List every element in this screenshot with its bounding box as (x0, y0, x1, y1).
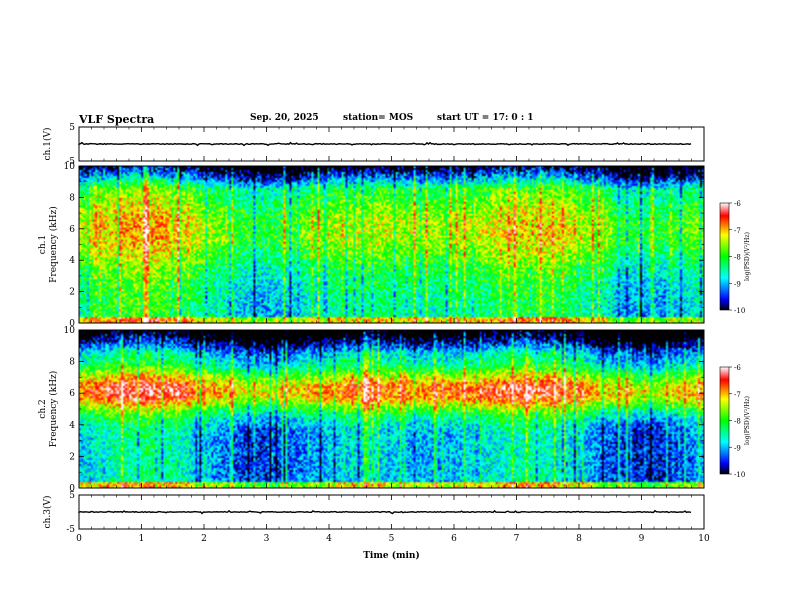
start-ut-label: start UT = 17: 0 : 1 (437, 113, 534, 123)
x-axis-label: Time (min) (363, 550, 420, 561)
ch1-spectrogram-y-tick-label-0: 0 (69, 319, 75, 329)
station-label: station= MOS (343, 113, 414, 123)
ch1-spectrogram-y-label-0: ch.1 (38, 235, 48, 254)
ch2-spectrogram-y-label-1: Frequency (kHz) (48, 371, 59, 448)
ch2-spectrogram-y-tick-label-2: 2 (69, 452, 75, 462)
figure-title: VLF Spectra (79, 113, 155, 126)
ch2-spectrogram-colorbar-label--7: -7 (734, 391, 741, 399)
ch1-spectrogram-colorbar-label--9: -9 (734, 280, 741, 288)
ch2-spectrogram-colorbar-label--10: -10 (734, 471, 745, 479)
ch1-spectrogram-image (79, 166, 704, 323)
ch1-spectrogram-y-label-1: Frequency (kHz) (48, 206, 59, 283)
ch1-waveform-y-label-0: ch.1(V) (42, 128, 53, 161)
ch1-spectrogram-y-tick-label-2: 2 (69, 288, 75, 298)
ch2-spectrogram-image (79, 330, 704, 488)
x-tick-label-1: 1 (139, 534, 145, 544)
ch1-spectrogram-colorbar-label--10: -10 (734, 307, 745, 315)
x-tick-label-8: 8 (576, 534, 582, 544)
ch1-waveform-trace (78, 141, 692, 147)
x-tick-label-2: 2 (201, 534, 207, 544)
ch3-waveform-y-tick-label--5: -5 (66, 525, 75, 535)
date-label: Sep. 20, 2025 (250, 113, 319, 123)
ch2-spectrogram-colorbar-label--9: -9 (734, 444, 741, 452)
ch2-spectrogram-colorbar-label--6: -6 (734, 364, 741, 372)
ch1-waveform-y-tick-label-5: 5 (69, 123, 75, 133)
ch1-spectrogram-y-tick-label-6: 6 (69, 225, 75, 235)
spectrogram-layer (79, 166, 704, 488)
ch1-spectrogram-y-tick-label-4: 4 (69, 256, 75, 266)
ch1-spectrogram-colorbar-label--6: -6 (734, 200, 741, 208)
ch2-spectrogram-colorbar (719, 366, 730, 475)
axes-layer: 5 -5 ch.1(V) -6 -7 -8 -9 -10 log(PSD)(V²/Hz) 0 2 4 6… (38, 123, 751, 561)
ch2-spectrogram-y-label-0: ch.2 (38, 399, 48, 418)
x-tick-label-4: 4 (326, 534, 332, 544)
ch1-waveform-y-tick-label--5: -5 (66, 157, 75, 167)
ch1-spectrogram-y-tick-label-10: 10 (64, 162, 76, 172)
ch2-spectrogram-colorbar-title: log(PSD)(V²/Hz) (744, 396, 751, 445)
ch1-spectrogram-colorbar-label--8: -8 (734, 254, 741, 262)
ch2-spectrogram-y-tick-label-4: 4 (69, 421, 75, 431)
x-tick-label-9: 9 (639, 534, 645, 544)
ch3-waveform-y-tick-label-5: 5 (69, 491, 75, 501)
ch1-spectrogram-colorbar-label--7: -7 (734, 227, 741, 235)
x-tick-label-7: 7 (514, 534, 520, 544)
ch2-spectrogram-y-tick-label-0: 0 (69, 484, 75, 494)
x-tick-label-5: 5 (389, 534, 395, 544)
x-tick-label-10: 10 (698, 534, 710, 544)
ch2-spectrogram-y-tick-label-6: 6 (69, 389, 75, 399)
ch1-spectrogram-colorbar-title: log(PSD)(V²/Hz) (744, 232, 751, 281)
x-tick-label-0: 0 (76, 534, 82, 544)
ch2-spectrogram-y-tick-label-8: 8 (69, 358, 75, 368)
ch2-spectrogram-y-tick-label-10: 10 (64, 326, 76, 336)
ch1-spectrogram-y-tick-label-8: 8 (69, 193, 75, 203)
ch3-waveform-trace (78, 509, 692, 515)
ch3-waveform-y-label-0: ch.3(V) (42, 496, 53, 529)
x-tick-label-3: 3 (264, 534, 270, 544)
x-tick-label-6: 6 (451, 534, 457, 544)
ch2-spectrogram-colorbar-label--8: -8 (734, 418, 741, 426)
ch1-spectrogram-colorbar (719, 202, 730, 311)
